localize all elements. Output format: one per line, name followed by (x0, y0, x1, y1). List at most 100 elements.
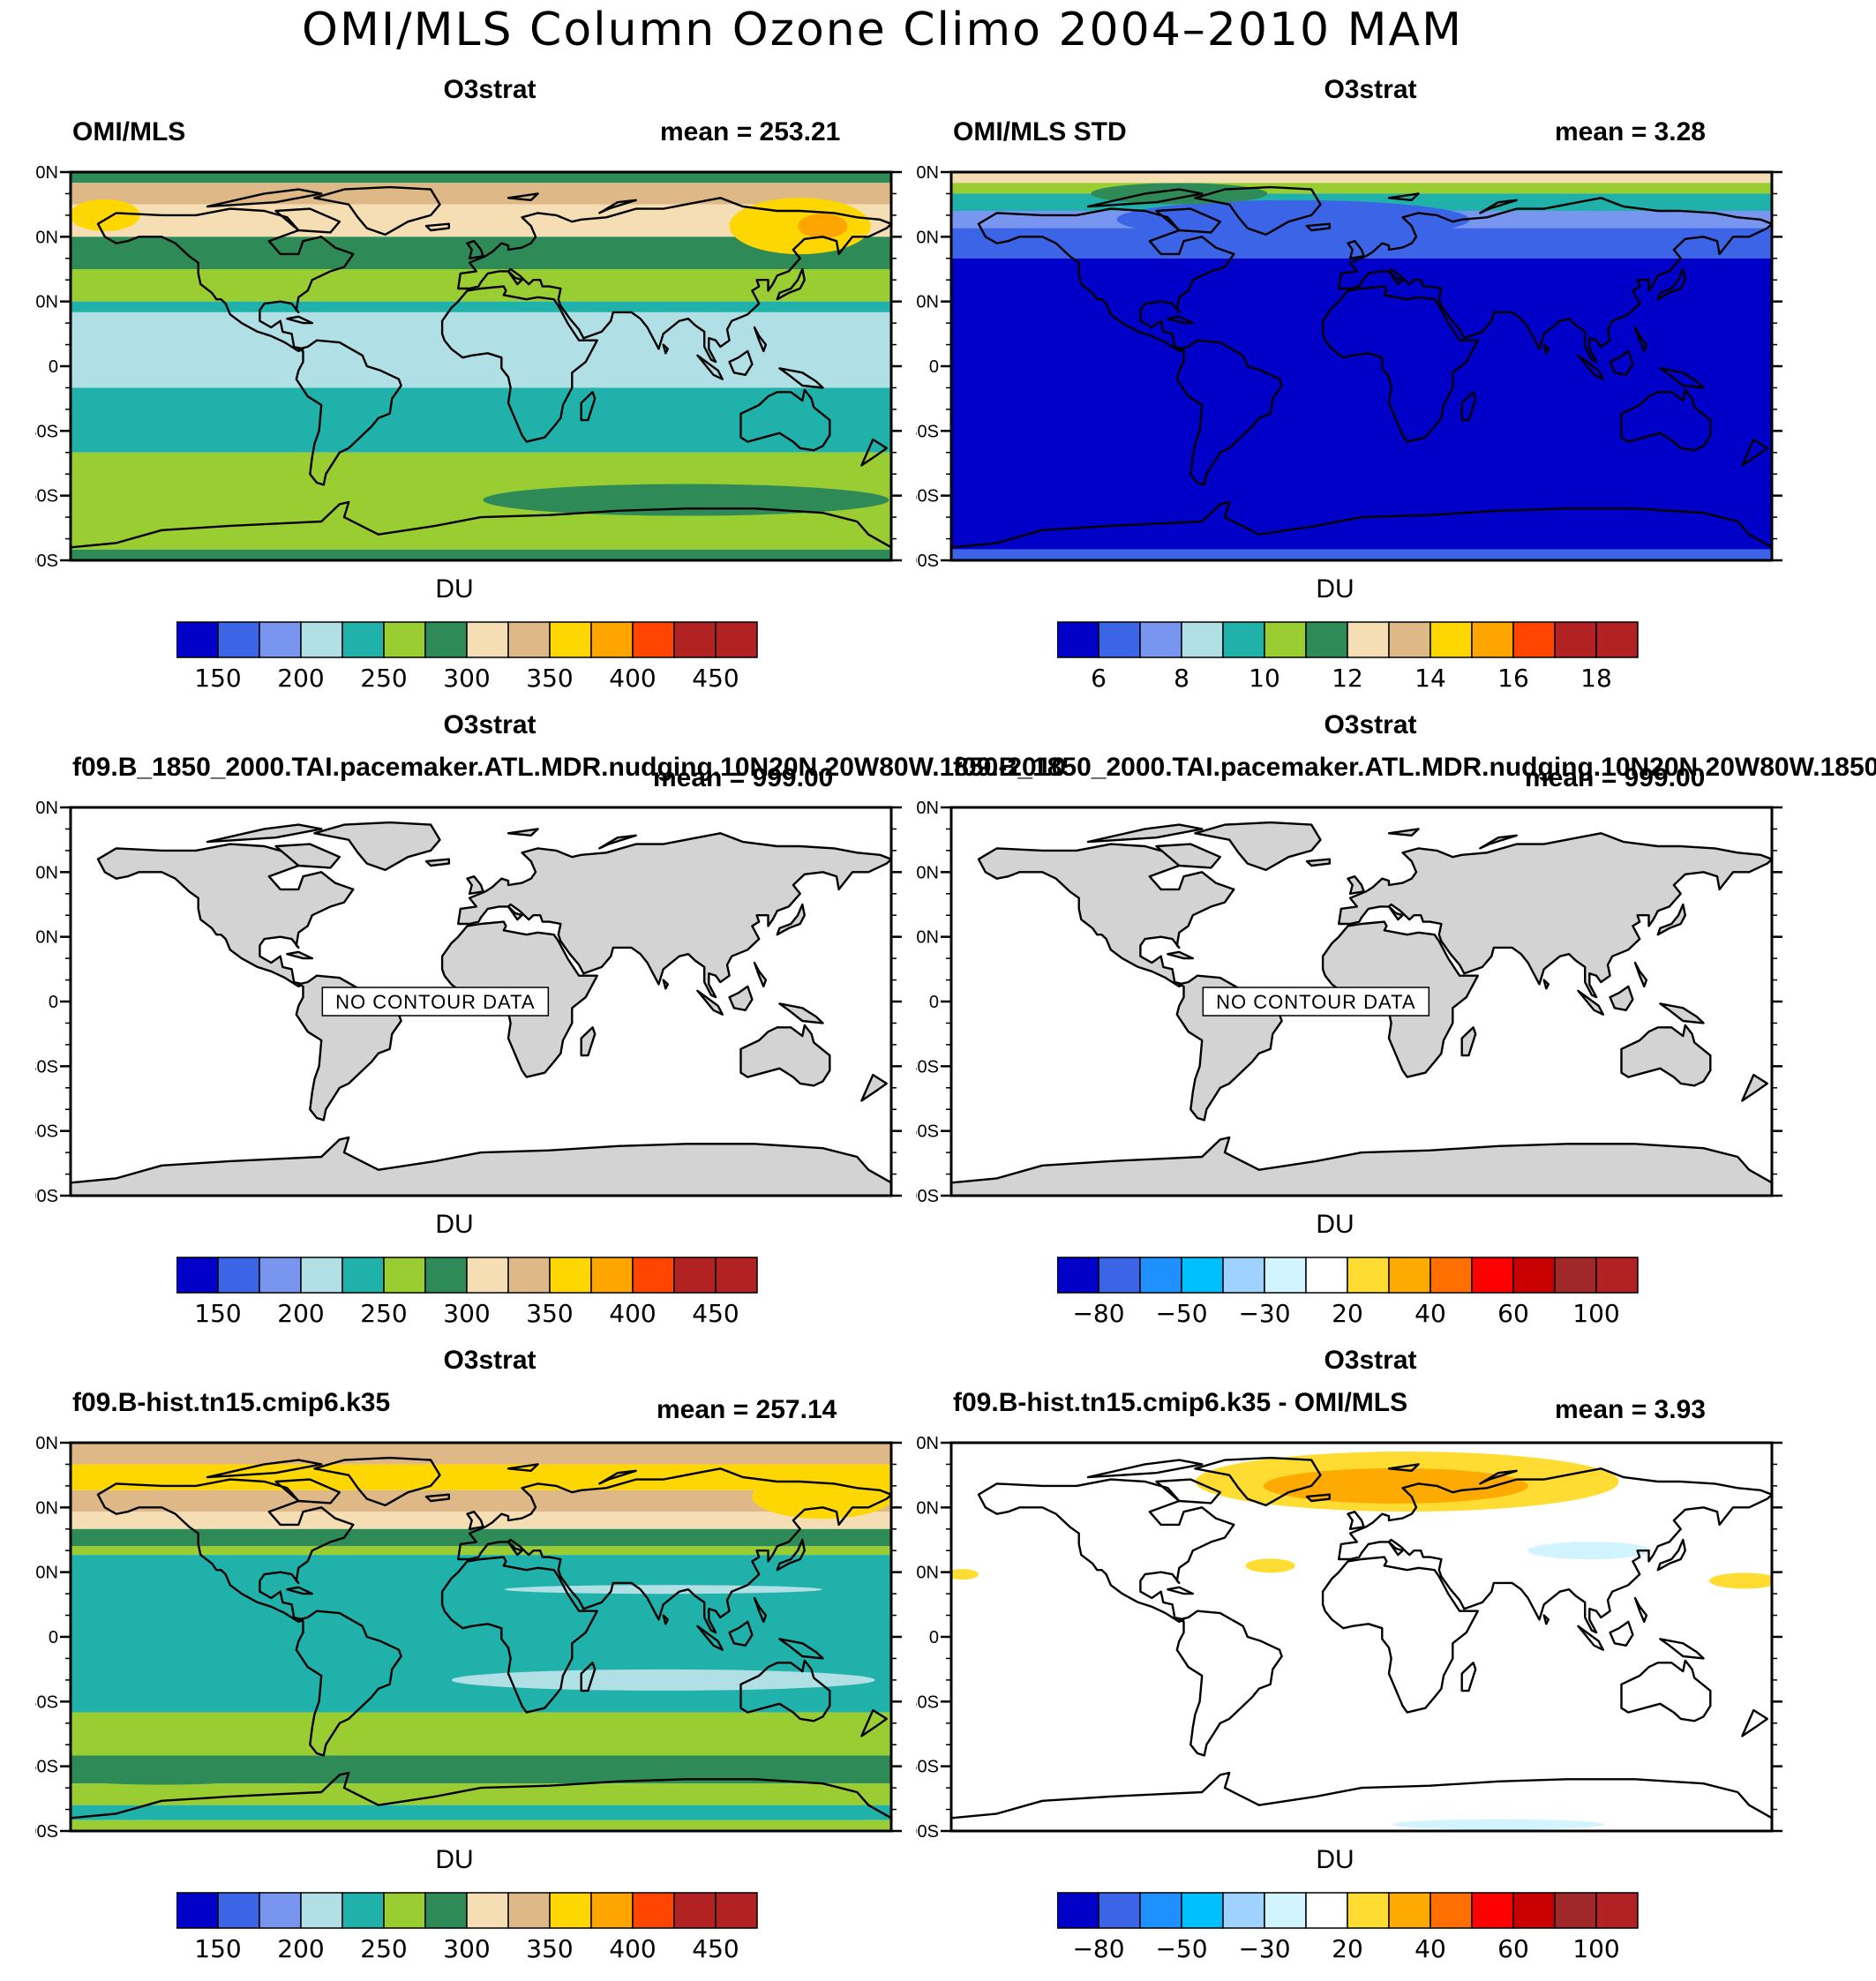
contour-band-1 (71, 183, 891, 205)
panel-variable-title: O3strat (1324, 710, 1417, 739)
panel-left-string: f09.B-hist.tn15.cmip6.k35 - OMI/MLS (953, 1388, 1408, 1417)
coastline-cuba (1167, 1586, 1194, 1595)
colorbar-box-11 (1512, 1257, 1556, 1294)
coastline-borneo (728, 349, 754, 377)
lat-label: 60N (916, 228, 939, 247)
field-layer (951, 807, 1772, 1196)
colorbar-box-13 (715, 621, 758, 658)
lat-label: 30S (35, 1692, 58, 1712)
lat-label: 0 (929, 993, 939, 1012)
lat-label: 90N (35, 799, 58, 818)
coastline-baffin (1155, 207, 1221, 234)
coastline-iceland (1305, 1493, 1331, 1503)
colorbar-tick-label: 6 (1091, 664, 1107, 693)
colorbar-box-4 (341, 621, 385, 658)
contour-southern-band (71, 1756, 295, 1785)
lat-label: 90N (916, 163, 939, 183)
colorbar-tick-label: −30 (1238, 1934, 1290, 1963)
coastline-sri-lanka (662, 979, 669, 990)
map-plot: 90N 60N 30N 0 30S 60S 90S (916, 163, 1782, 571)
contour-low-band-north (504, 1585, 822, 1595)
lat-label: 0 (49, 993, 58, 1012)
coastline-eurasia (457, 197, 891, 364)
coastline-cuba (286, 315, 313, 325)
colorbar-tick-label: −50 (1155, 1934, 1207, 1963)
contour-band-0 (951, 172, 1772, 184)
colorbar-box-8 (1388, 1257, 1431, 1294)
colorbar-box-8 (1388, 621, 1431, 658)
contour-high-blob-west (71, 199, 140, 231)
colorbar-box-3 (300, 1257, 343, 1294)
lat-label: 30N (35, 293, 58, 312)
main-title: OMI/MLS Column Ozone Climo 2004–2010 MAM (302, 4, 1463, 56)
lat-label: 30S (916, 422, 939, 441)
coastline-arctic-isl (1086, 823, 1204, 844)
colorbar-tick-label: 350 (526, 664, 573, 693)
colorbar-box-5 (1264, 621, 1307, 658)
coastline-uk (1347, 239, 1365, 260)
coastline-greenland (1194, 185, 1322, 236)
contour-low-band (451, 1669, 875, 1691)
colorbar-tick-label: −80 (1072, 1934, 1124, 1963)
coastline-sumatra (696, 354, 724, 380)
lat-label: 30S (916, 1057, 939, 1077)
coastline-borneo (1609, 985, 1634, 1012)
coastline-iceland (1305, 222, 1331, 232)
lat-label: 60S (35, 487, 58, 507)
units-label: DU (435, 1210, 474, 1239)
coastline-eurasia (457, 832, 891, 999)
colorbar-box-0 (1057, 1892, 1099, 1929)
no-data-text: NO CONTOUR DATA (335, 991, 535, 1013)
contour-band-5 (71, 1546, 891, 1556)
coastline-svalbard (1387, 828, 1420, 837)
map-plot: 90N 60N 30N 0 30S 60S 90S (916, 1434, 1782, 1842)
colorbar-box-4 (341, 1257, 385, 1294)
colorbar-box-0 (1057, 1257, 1099, 1294)
colorbar-tick-label: 400 (609, 1934, 656, 1963)
coastline-philippines (1633, 961, 1648, 988)
colorbar-tick-label: 150 (194, 1299, 241, 1328)
coastline-baffin (1155, 1478, 1221, 1505)
colorbar-box-0 (1057, 621, 1099, 658)
coastline-arctic-isl (206, 188, 323, 208)
coastline-eurasia (1338, 832, 1772, 999)
contour-band-0 (71, 172, 891, 184)
panel-hist-model: O3strat f09.B-hist.tn15.cmip6.k35 mean =… (35, 1346, 971, 1981)
coastline-new-guinea (778, 367, 824, 389)
coastline-antarctica (951, 1136, 1772, 1196)
field-layer (71, 1443, 891, 1831)
panel-variable-title: O3strat (443, 1346, 537, 1375)
coastline-baffin (274, 843, 341, 869)
colorbar-box-9 (1430, 621, 1473, 658)
colorbar-box-9 (549, 621, 592, 658)
coastline-novaya (1479, 834, 1518, 850)
coastline-svalbard (507, 1463, 539, 1472)
panel-variable-title: O3strat (443, 75, 537, 104)
panel-mean-label: mean = 999.00 (1525, 763, 1706, 792)
field-layer (951, 1443, 1772, 1831)
lat-label: 0 (49, 1628, 58, 1647)
colorbar-tick-label: 450 (692, 664, 739, 693)
coastline-sri-lanka (1542, 1614, 1550, 1625)
panel-left-string: OMI/MLS (72, 117, 186, 146)
colorbar-box-9 (549, 1257, 592, 1294)
colorbar-tick-label: 12 (1332, 664, 1363, 693)
colorbar-box-6 (1305, 1257, 1348, 1294)
colorbar-tick-label: −50 (1155, 1299, 1207, 1328)
contour-southern-band (483, 484, 889, 516)
colorbar-box-4 (341, 1892, 385, 1929)
coastline-madagascar (1460, 1662, 1477, 1692)
colorbar-box-11 (1512, 621, 1556, 658)
colorbar-box-4 (1222, 1892, 1265, 1929)
map-plot: 90N 60N 30N 0 30S 60S 90S NO CONTOUR DATA (916, 799, 1782, 1206)
lat-label: 30S (35, 1057, 58, 1077)
colorbar-box-1 (1098, 1257, 1141, 1294)
map-plot: 90N 60N 30N 0 30S 60S 90S NO CONTOUR DATA (35, 799, 902, 1206)
colorbar-tick-label: −30 (1238, 1299, 1290, 1328)
panel-pacemaker-diff: O3strat f09.B_1850_2000.TAI.pacemaker.AT… (916, 710, 1876, 1346)
colorbar-box-11 (1512, 1892, 1556, 1929)
colorbar-box-11 (632, 621, 675, 658)
contour-band-9 (71, 549, 891, 560)
lat-label: 60S (35, 1122, 58, 1142)
coastline-antarctica (951, 1771, 1772, 1831)
